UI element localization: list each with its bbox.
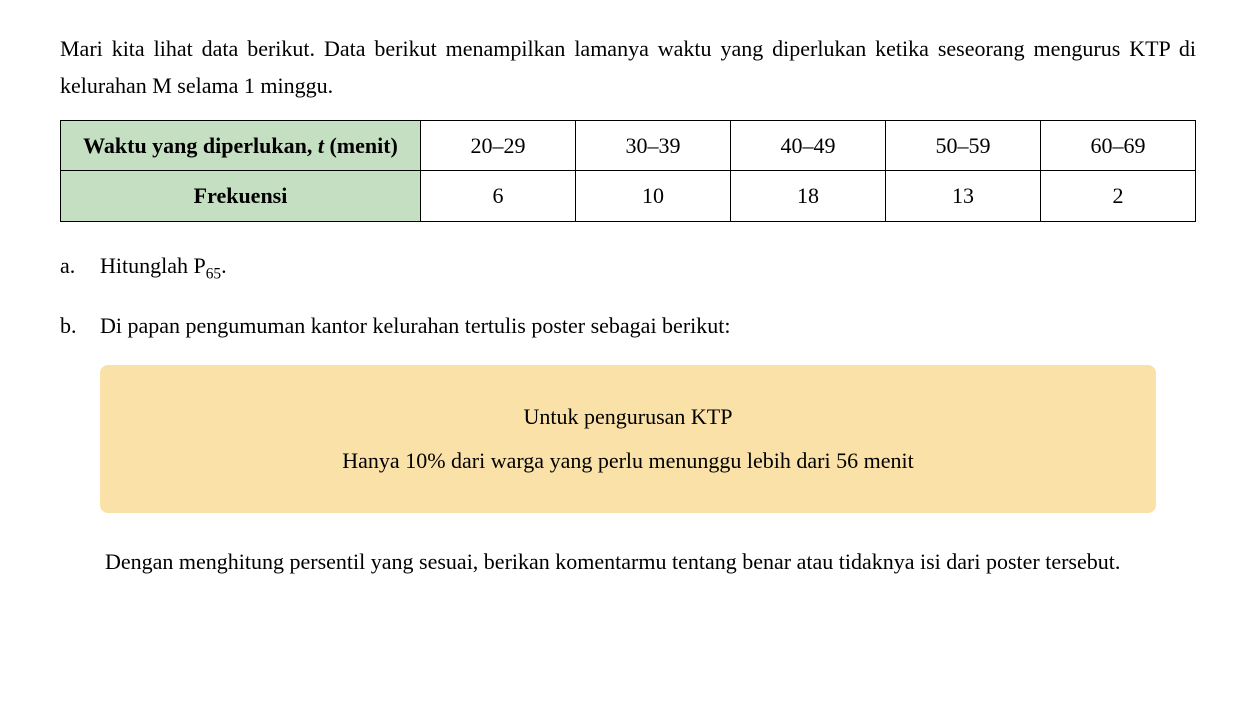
intro-paragraph: Mari kita lihat data berikut. Data berik…	[60, 30, 1196, 105]
poster-box: Untuk pengurusan KTP Hanya 10% dari warg…	[100, 365, 1156, 513]
table-cell: 40–49	[731, 120, 886, 170]
question-a: a. Hitunglah P65.	[60, 247, 1196, 288]
question-a-prefix: Hitunglah P	[100, 253, 206, 278]
frequency-label-cell: Frekuensi	[61, 171, 421, 221]
table-cell: 60–69	[1041, 120, 1196, 170]
table-cell: 50–59	[886, 120, 1041, 170]
poster-line-1: Untuk pengurusan KTP	[140, 395, 1116, 439]
table-cell: 20–29	[421, 120, 576, 170]
question-b: b. Di papan pengumuman kantor kelurahan …	[60, 307, 1196, 344]
question-a-suffix: .	[221, 253, 227, 278]
time-label-cell: Waktu yang diperlukan, t (menit)	[61, 120, 421, 170]
poster-line-2: Hanya 10% dari warga yang perlu menunggu…	[140, 439, 1116, 483]
frequency-table: Waktu yang diperlukan, t (menit) 20–29 3…	[60, 120, 1196, 222]
question-a-text: Hitunglah P65.	[100, 247, 1196, 288]
table-cell: 10	[576, 171, 731, 221]
table-cell: 18	[731, 171, 886, 221]
question-a-letter: a.	[60, 247, 100, 288]
table-cell: 6	[421, 171, 576, 221]
question-a-subscript: 65	[206, 265, 221, 282]
question-b-letter: b.	[60, 307, 100, 344]
table-cell: 2	[1041, 171, 1196, 221]
closing-paragraph: Dengan menghitung persentil yang sesuai,…	[60, 543, 1196, 580]
table-cell: 30–39	[576, 120, 731, 170]
time-label-suffix: (menit)	[324, 133, 398, 158]
question-b-text: Di papan pengumuman kantor kelurahan ter…	[100, 307, 1196, 344]
time-label-prefix: Waktu yang diperlukan,	[83, 133, 318, 158]
table-row: Waktu yang diperlukan, t (menit) 20–29 3…	[61, 120, 1196, 170]
table-cell: 13	[886, 171, 1041, 221]
table-row: Frekuensi 6 10 18 13 2	[61, 171, 1196, 221]
